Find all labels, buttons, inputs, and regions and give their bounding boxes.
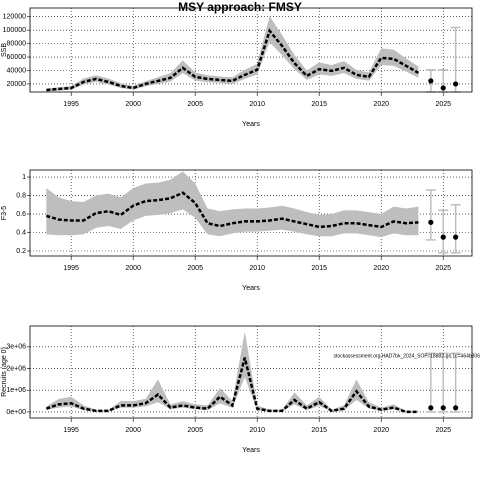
y-tick-label: 1 — [22, 174, 26, 181]
projection-point — [453, 234, 459, 240]
projection-point — [440, 405, 446, 411]
x-tick-label: 1995 — [63, 427, 79, 434]
x-tick-label: 2015 — [311, 265, 327, 272]
x-tick-label: 2010 — [249, 427, 265, 434]
confidence-band — [46, 331, 419, 412]
y-tick-label: 0.8 — [16, 192, 26, 199]
x-tick-label: 2000 — [125, 265, 141, 272]
y-tick-label: 0.4 — [16, 229, 26, 236]
y-tick-label: 2e+06 — [6, 365, 26, 372]
projection-point — [428, 78, 434, 84]
x-tick-label: 2000 — [125, 427, 141, 434]
x-tick-label: 2025 — [435, 427, 451, 434]
x-tick-label: 2010 — [249, 101, 265, 108]
x-tick-label: 2020 — [373, 101, 389, 108]
y-tick-label: 1e+06 — [6, 387, 26, 394]
x-tick-label: 2010 — [249, 265, 265, 272]
y-tick-label: 0.6 — [16, 211, 26, 218]
estimate-line — [46, 191, 419, 229]
plot-frame — [29, 325, 473, 419]
projection-point — [428, 219, 434, 225]
x-tick-label: 1995 — [63, 101, 79, 108]
x-tick-label: 2005 — [187, 427, 203, 434]
x-tick-label: 2025 — [435, 101, 451, 108]
projection-point — [440, 85, 446, 91]
projection-point — [440, 234, 446, 240]
x-tick-label: 2005 — [187, 265, 203, 272]
y-tick-label: 60000 — [7, 54, 27, 61]
projection-point — [453, 405, 459, 411]
y-tick-label: 3e+06 — [6, 344, 26, 351]
projection-point — [453, 81, 459, 87]
y-tick-label: 120000 — [3, 14, 26, 21]
x-tick-label: 2015 — [311, 101, 327, 108]
chart-title: MSY approach: FMSY — [178, 0, 302, 14]
x-tick-label: 2020 — [373, 265, 389, 272]
x-axis-label: Years — [242, 447, 260, 454]
y-tick-label: 0.2 — [16, 248, 26, 255]
annotation: stockassessment.org,HAD7bk_2024_SOP.r188… — [333, 353, 480, 359]
x-tick-label: 2025 — [435, 265, 451, 272]
projection-point — [428, 405, 434, 411]
x-axis-label: Years — [242, 285, 260, 292]
y-tick-label: 80000 — [7, 40, 27, 47]
y-tick-label: 20000 — [7, 81, 27, 88]
x-tick-label: 2020 — [373, 427, 389, 434]
confidence-band — [46, 171, 419, 238]
y-axis-label: SSB — [1, 43, 8, 57]
y-axis-label: Recruits (age 0) — [1, 347, 8, 397]
x-tick-label: 2000 — [125, 101, 141, 108]
x-tick-label: 2015 — [311, 427, 327, 434]
x-axis-label: Years — [242, 121, 260, 128]
y-tick-label: 0e+00 — [6, 409, 26, 416]
y-tick-label: 100000 — [3, 27, 26, 34]
confidence-band — [46, 16, 419, 92]
plot-frame — [29, 7, 473, 93]
plot-frame — [29, 169, 473, 257]
y-axis-label: F3-5 — [1, 206, 8, 221]
x-tick-label: 1995 — [63, 265, 79, 272]
y-tick-label: 40000 — [7, 67, 27, 74]
estimate-line — [45, 357, 419, 414]
x-tick-label: 2005 — [187, 101, 203, 108]
